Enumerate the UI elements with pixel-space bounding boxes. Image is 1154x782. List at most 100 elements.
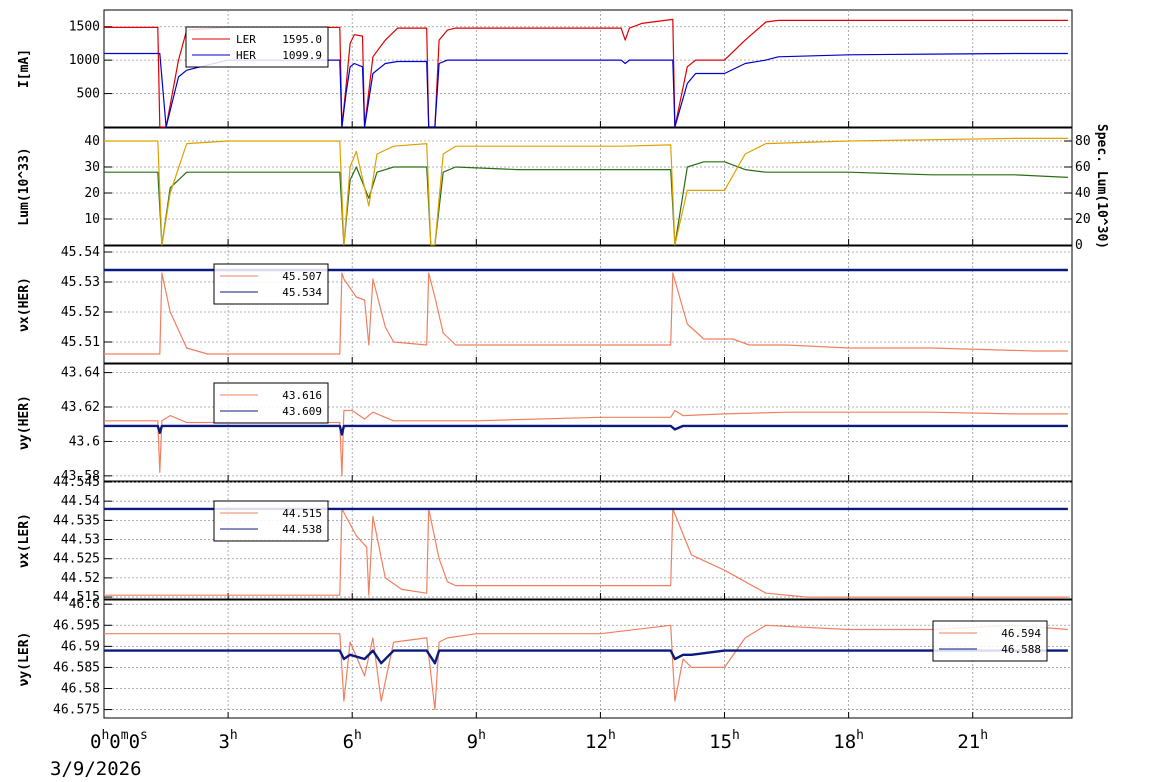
y-tick-label: 45.52 bbox=[61, 305, 100, 320]
x-tick-unit: h bbox=[608, 728, 616, 743]
legend-value: 1595.0 bbox=[282, 33, 322, 46]
x-tick-hour: 3 bbox=[218, 731, 229, 753]
y-tick-label: 1500 bbox=[69, 20, 100, 35]
legend-series-name: LER bbox=[236, 33, 256, 46]
x-tick-label: 12h bbox=[585, 728, 616, 753]
legend-value: 44.538 bbox=[282, 523, 322, 536]
x-tick-label: 3h bbox=[218, 728, 237, 753]
y-right-tick-label: 40 bbox=[1075, 186, 1091, 201]
panel-3: 43.58 43.6 43.62 43.64 νy(HER) 43.616 43.609 bbox=[17, 363, 1073, 484]
x-tick-hour: 0 bbox=[90, 731, 101, 753]
y-tick-label: 43.58 bbox=[61, 469, 100, 484]
panel-0: 500 1000 1500 I[mA] LER 1595.0 HER 1099.9 bbox=[17, 9, 1073, 128]
y-tick-label: 46.6 bbox=[69, 597, 100, 612]
x-tick-hour: 6 bbox=[343, 731, 354, 753]
x-tick-hour: 15 bbox=[709, 731, 732, 753]
panel-4: 44.515 44.52 44.525 44.53 44.535 44.54 44.545 ν… bbox=[17, 475, 1073, 605]
series-line-1 bbox=[104, 137, 1068, 246]
y-tick-label: 44.535 bbox=[53, 513, 100, 528]
y-tick-label: 40 bbox=[84, 134, 100, 149]
y-right-tick-label: 0 bbox=[1075, 238, 1083, 253]
x-tick-unit: h bbox=[354, 728, 362, 743]
y-tick-label: 45.53 bbox=[61, 275, 100, 290]
y-tick-label: 44.525 bbox=[53, 552, 100, 567]
panel-5: 46.575 46.58 46.585 46.59 46.595 46.6 νy(LER) 4… bbox=[17, 597, 1073, 719]
legend-value: 46.594 bbox=[1001, 627, 1041, 640]
legend-value: 44.515 bbox=[282, 507, 322, 520]
y-right-tick-label: 60 bbox=[1075, 160, 1091, 175]
panel-frame bbox=[103, 127, 1073, 246]
series-line-0 bbox=[104, 624, 1068, 711]
series-line-0 bbox=[104, 272, 1068, 355]
x-tick-label: 0h0m0s bbox=[90, 728, 148, 753]
x-tick-unit: h bbox=[478, 728, 486, 743]
y-tick-label: 30 bbox=[84, 160, 100, 175]
x-tick-unit: m bbox=[121, 728, 129, 743]
series-line-1 bbox=[104, 424, 1068, 436]
x-tick-unit: s bbox=[140, 728, 148, 743]
legend-box bbox=[213, 500, 329, 542]
legend: LER 1595.0 HER 1099.9 bbox=[185, 26, 329, 68]
y-right-tick-label: 20 bbox=[1075, 212, 1091, 227]
x-tick-unit: h bbox=[732, 728, 740, 743]
legend-value: 45.507 bbox=[282, 270, 322, 283]
y-tick-label: 46.575 bbox=[53, 703, 100, 718]
y-axis-title: I[mA] bbox=[17, 49, 32, 88]
x-tick-hour: 12 bbox=[585, 731, 608, 753]
y-right-axis-title: Spec. Lum(10^30) bbox=[1094, 124, 1109, 249]
legend-box bbox=[213, 263, 329, 305]
legend-value: 46.588 bbox=[1001, 643, 1041, 656]
series-line-1 bbox=[104, 649, 1068, 665]
legend: 43.616 43.609 bbox=[213, 382, 329, 424]
x-tick-value: 0 bbox=[109, 731, 120, 753]
legend-box bbox=[185, 26, 329, 68]
legend-box bbox=[213, 382, 329, 424]
y-tick-label: 20 bbox=[84, 186, 100, 201]
x-tick-label: 21h bbox=[957, 728, 988, 753]
legend: 46.594 46.588 bbox=[932, 620, 1048, 662]
y-axis-title: νx(HER) bbox=[17, 277, 32, 332]
y-axis-title: νx(LER) bbox=[17, 513, 32, 568]
y-tick-label: 45.51 bbox=[61, 335, 100, 350]
y-tick-label: 45.54 bbox=[61, 245, 100, 260]
legend-box bbox=[932, 620, 1048, 662]
y-axis-title: νy(LER) bbox=[17, 632, 32, 687]
legend: 45.507 45.534 bbox=[213, 263, 329, 305]
y-tick-label: 1000 bbox=[69, 53, 100, 68]
y-axis-title: Lum(10^33) bbox=[17, 147, 32, 225]
legend-value: 1099.9 bbox=[282, 49, 322, 62]
x-tick-unit: h bbox=[856, 728, 864, 743]
series-line-0 bbox=[104, 409, 1068, 477]
y-tick-label: 46.59 bbox=[61, 639, 100, 654]
x-tick-unit: h bbox=[980, 728, 988, 743]
legend-value: 43.616 bbox=[282, 389, 322, 402]
legend-series-name: HER bbox=[236, 49, 256, 62]
y-tick-label: 43.6 bbox=[69, 434, 100, 449]
y-tick-label: 44.545 bbox=[53, 475, 100, 490]
panel-1: 10 20 30 40 0 20 40 60 80 Spec. Lum(10^30) Lum(10^… bbox=[17, 124, 1109, 253]
x-tick-label: 6h bbox=[343, 728, 362, 753]
x-tick-label: 15h bbox=[709, 728, 740, 753]
y-tick-label: 46.585 bbox=[53, 660, 100, 675]
y-tick-label: 43.64 bbox=[61, 366, 100, 381]
x-tick-hour: 9 bbox=[467, 731, 478, 753]
y-tick-label: 44.515 bbox=[53, 590, 100, 605]
y-tick-label: 43.62 bbox=[61, 400, 100, 415]
panel-frame bbox=[103, 599, 1073, 719]
date-label: 3/9/2026 bbox=[50, 758, 142, 780]
legend: 44.515 44.538 bbox=[213, 500, 329, 542]
legend-value: 45.534 bbox=[282, 286, 322, 299]
y-tick-label: 46.58 bbox=[61, 682, 100, 697]
y-tick-label: 44.54 bbox=[61, 494, 100, 509]
y-right-tick-label: 80 bbox=[1075, 134, 1091, 149]
x-tick-unit: h bbox=[230, 728, 238, 743]
legend-value: 43.609 bbox=[282, 405, 322, 418]
x-tick-hour: 18 bbox=[833, 731, 856, 753]
y-tick-label: 10 bbox=[84, 212, 100, 227]
x-tick-value: 0 bbox=[129, 731, 140, 753]
series-line-0 bbox=[104, 508, 1068, 598]
y-axis-title: νy(HER) bbox=[17, 395, 32, 450]
x-tick-label: 9h bbox=[467, 728, 486, 753]
panel-2: 45.51 45.52 45.53 45.54 νx(HER) 45.507 45.534 bbox=[17, 245, 1073, 364]
